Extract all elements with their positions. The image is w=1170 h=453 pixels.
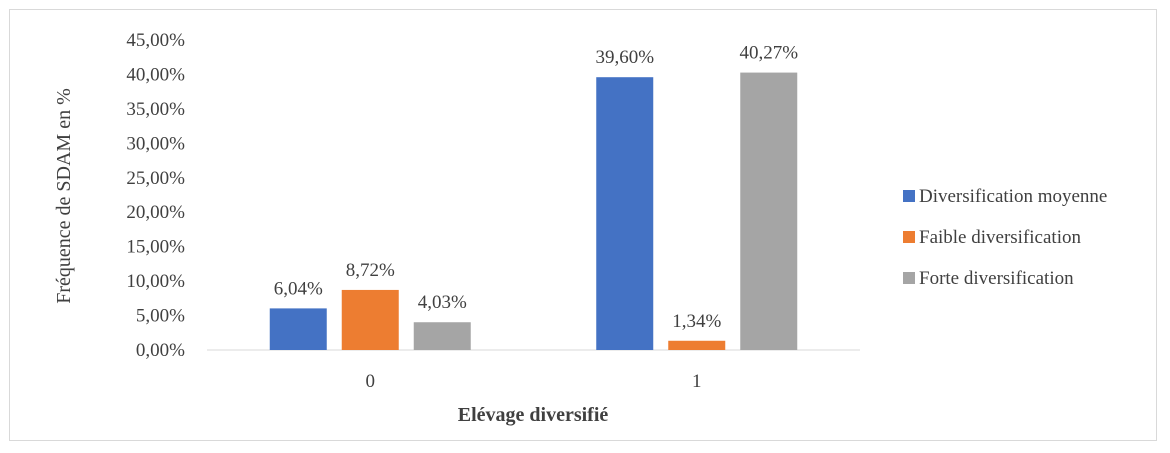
y-tick-label: 20,00% (126, 202, 185, 223)
y-axis-ticks: 0,00% 5,00% 10,00% 15,00% 20,00% 25,00% 30,00%… (126, 30, 185, 361)
bar (596, 77, 654, 350)
legend-swatch (903, 272, 915, 284)
data-label: 4,03% (418, 292, 467, 313)
y-tick-label: 45,00% (126, 30, 185, 51)
data-label: 1,34% (672, 311, 721, 332)
legend-swatch (903, 231, 915, 243)
legend-label: Diversification moyenne (919, 186, 1107, 207)
legend-label: Faible diversification (919, 227, 1081, 248)
bars-group (269, 72, 798, 350)
x-tick-label: 1 (692, 371, 702, 392)
bar (341, 289, 399, 350)
bar (740, 72, 798, 350)
y-tick-label: 10,00% (126, 271, 185, 292)
y-tick-label: 40,00% (126, 64, 185, 85)
data-label: 39,60% (595, 47, 654, 68)
x-tick-label: 0 (366, 371, 376, 392)
y-tick-label: 0,00% (136, 340, 185, 361)
legend-swatch (903, 190, 915, 202)
y-axis-title: Fréquence de SDAM en % (53, 88, 75, 304)
bar (269, 308, 327, 350)
data-label: 40,27% (739, 43, 798, 64)
y-tick-label: 5,00% (136, 306, 185, 327)
data-label: 6,04% (274, 278, 323, 299)
legend: Diversification moyenne Faible diversific… (903, 186, 1107, 289)
bar (668, 340, 726, 350)
y-tick-label: 25,00% (126, 168, 185, 189)
chart-frame (9, 9, 1157, 441)
y-tick-label: 15,00% (126, 237, 185, 258)
x-axis-title: Elévage diversifié (458, 404, 609, 426)
data-labels: 6,04% 8,72% 4,03% 39,60% 1,34% 40,27% (274, 43, 799, 332)
data-label: 8,72% (346, 260, 395, 281)
y-tick-label: 35,00% (126, 99, 185, 120)
y-tick-label: 30,00% (126, 133, 185, 154)
legend-label: Forte diversification (919, 268, 1074, 289)
bar (413, 322, 471, 350)
